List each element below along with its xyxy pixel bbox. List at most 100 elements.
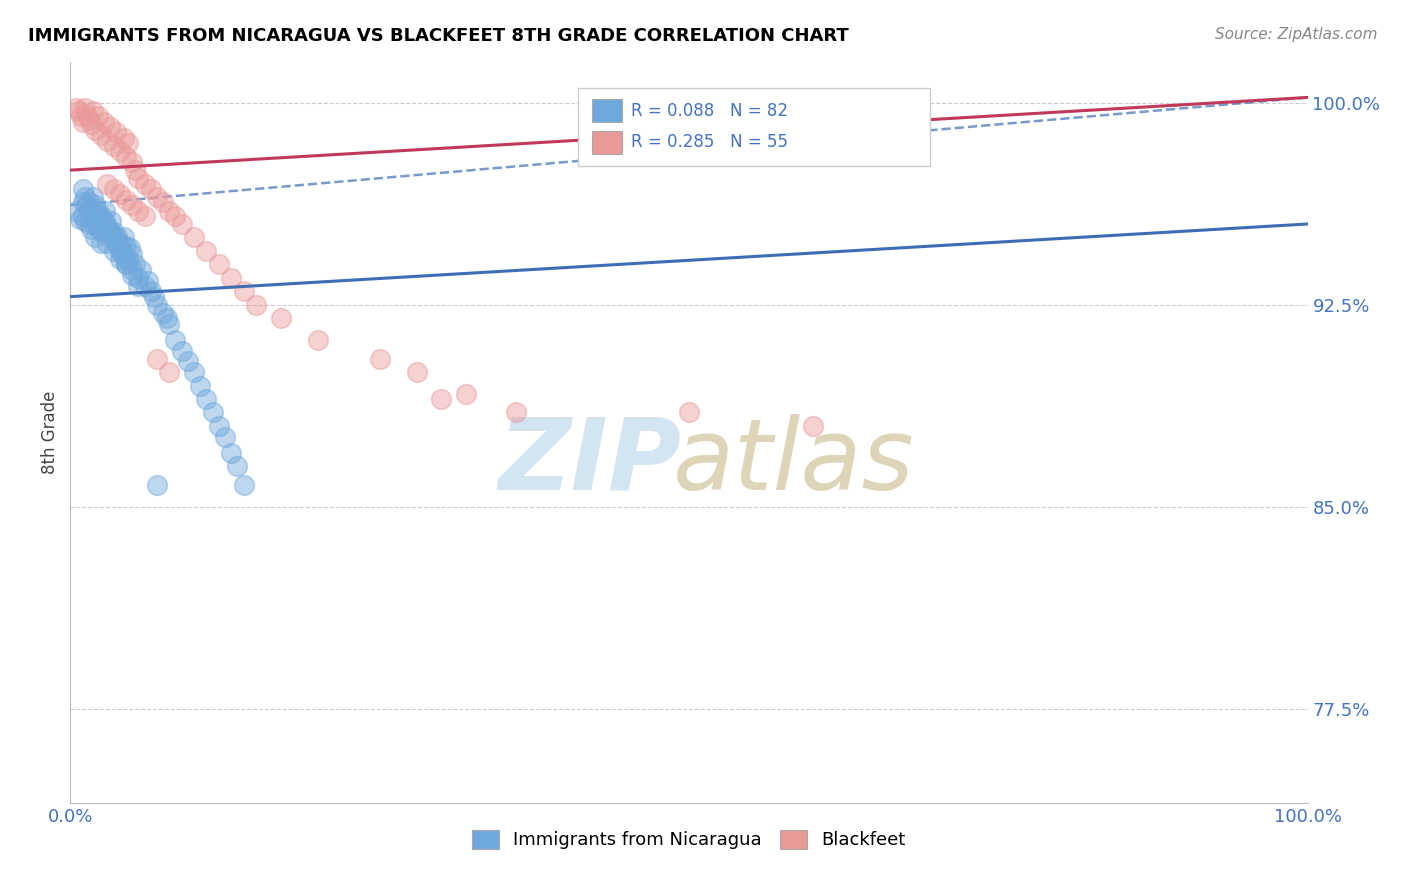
Point: [134, 209, 156, 223]
Point: [80, 117, 103, 131]
Point: [801, 418, 824, 433]
Point: [96, 134, 118, 148]
Point: [368, 351, 391, 366]
Text: atlas: atlas: [673, 414, 915, 511]
Point: [226, 459, 249, 474]
Point: [112, 230, 135, 244]
Point: [108, 145, 131, 159]
Point: [67, 103, 90, 118]
Point: [103, 230, 125, 244]
Point: [165, 209, 187, 223]
Point: [183, 365, 205, 379]
Point: [65, 203, 87, 218]
Point: [157, 365, 180, 379]
Point: [505, 405, 527, 419]
Point: [219, 446, 242, 460]
Point: [117, 136, 139, 151]
Point: [121, 268, 143, 282]
Point: [143, 290, 166, 304]
Point: [72, 195, 94, 210]
Point: [127, 279, 149, 293]
Point: [136, 273, 159, 287]
Point: [195, 244, 218, 258]
Point: [157, 203, 180, 218]
Point: [165, 333, 187, 347]
Point: [72, 114, 94, 128]
Point: [115, 257, 138, 271]
Point: [90, 128, 112, 142]
Point: [146, 478, 169, 492]
Point: [129, 262, 152, 277]
Point: [84, 122, 107, 136]
Point: [65, 101, 87, 115]
Point: [117, 252, 139, 266]
Point: [82, 190, 104, 204]
Point: [139, 182, 162, 196]
Point: [152, 195, 174, 210]
Point: [89, 211, 111, 226]
Point: [170, 217, 193, 231]
Point: [405, 365, 427, 379]
Point: [87, 222, 110, 236]
Text: R = 0.088   N = 82: R = 0.088 N = 82: [631, 102, 787, 120]
Point: [124, 257, 146, 271]
Point: [77, 217, 100, 231]
Point: [108, 187, 131, 202]
Point: [127, 171, 149, 186]
Point: [108, 244, 131, 258]
Point: [75, 198, 97, 212]
Point: [115, 257, 138, 271]
Point: [75, 101, 97, 115]
Point: [188, 378, 211, 392]
Point: [430, 392, 453, 406]
Point: [152, 306, 174, 320]
Point: [93, 114, 115, 128]
Point: [86, 209, 108, 223]
Point: [86, 109, 108, 123]
Point: [98, 230, 121, 244]
Point: [84, 230, 107, 244]
FancyBboxPatch shape: [578, 88, 931, 166]
Point: [111, 244, 134, 258]
Point: [118, 241, 141, 255]
Point: [170, 343, 193, 358]
Point: [82, 103, 104, 118]
Point: [208, 257, 231, 271]
FancyBboxPatch shape: [592, 130, 621, 154]
Point: [84, 198, 107, 212]
Point: [105, 235, 128, 250]
Point: [77, 112, 100, 126]
Point: [75, 106, 97, 120]
Point: [124, 163, 146, 178]
Point: [91, 225, 114, 239]
Point: [103, 139, 125, 153]
Point: [105, 125, 128, 139]
Point: [90, 235, 112, 250]
Point: [72, 209, 94, 223]
Point: [75, 190, 97, 204]
Point: [121, 155, 143, 169]
Point: [100, 214, 122, 228]
Point: [307, 333, 329, 347]
Text: ZIP: ZIP: [499, 414, 682, 511]
Point: [112, 249, 135, 263]
Point: [90, 217, 112, 231]
Point: [94, 217, 117, 231]
Text: IMMIGRANTS FROM NICARAGUA VS BLACKFEET 8TH GRADE CORRELATION CHART: IMMIGRANTS FROM NICARAGUA VS BLACKFEET 8…: [28, 27, 849, 45]
Point: [69, 211, 91, 226]
Point: [108, 252, 131, 266]
Point: [121, 262, 143, 277]
Point: [146, 351, 169, 366]
Point: [86, 203, 108, 218]
Point: [146, 190, 169, 204]
Point: [103, 225, 125, 239]
Point: [79, 209, 101, 223]
Point: [456, 386, 478, 401]
Point: [75, 214, 97, 228]
FancyBboxPatch shape: [592, 99, 621, 122]
Point: [214, 430, 236, 444]
Point: [678, 405, 700, 419]
Y-axis label: 8th Grade: 8th Grade: [41, 391, 59, 475]
Point: [94, 203, 117, 218]
Point: [270, 311, 292, 326]
